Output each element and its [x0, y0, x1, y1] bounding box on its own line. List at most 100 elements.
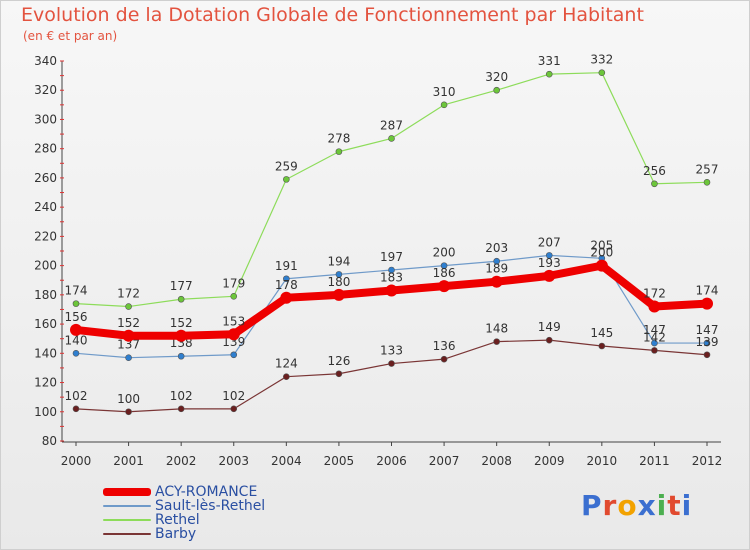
logo-letter: t	[667, 489, 682, 522]
data-point-acy-romance	[280, 291, 293, 304]
data-point-acy-romance	[175, 329, 188, 342]
y-tick-label: 320	[34, 83, 57, 97]
data-label-rethel: 287	[380, 118, 403, 132]
data-label-barby: 124	[275, 357, 298, 371]
data-label-acy-romance: 172	[643, 287, 666, 301]
legend-swatch	[103, 488, 151, 496]
data-point-rethel	[440, 101, 448, 109]
proxiti-logo: Proxiti	[581, 489, 692, 522]
data-point-acy-romance	[227, 328, 240, 341]
data-point-rethel	[598, 69, 606, 76]
data-point-rethel	[230, 293, 238, 300]
x-tick-label: 2007	[429, 454, 460, 468]
y-tick-label: 100	[34, 405, 57, 419]
data-label-barby: 102	[65, 389, 88, 403]
data-label-sault-les-rethel: 140	[65, 333, 88, 347]
data-label-barby: 148	[485, 322, 508, 336]
data-point-acy-romance	[438, 280, 451, 293]
data-label-acy-romance: 189	[485, 262, 508, 276]
data-label-sault-les-rethel: 147	[643, 323, 666, 337]
legend-label: ACY-ROMANCE	[155, 484, 258, 500]
data-label-barby: 145	[590, 326, 613, 340]
logo-letter: i	[681, 489, 693, 522]
y-tick-label: 140	[34, 346, 57, 360]
x-tick-label: 2011	[639, 454, 670, 468]
data-point-rethel	[177, 295, 185, 303]
data-label-acy-romance: 152	[170, 316, 193, 330]
data-label-acy-romance: 186	[433, 266, 456, 280]
data-label-barby: 149	[538, 320, 561, 334]
logo-letter: P	[581, 489, 603, 522]
data-label-barby: 100	[117, 392, 140, 406]
data-point-barby	[335, 370, 343, 378]
data-label-rethel: 331	[538, 54, 561, 68]
legend-label: Sault-lès-Rethel	[155, 498, 266, 514]
y-tick-label: 240	[34, 200, 57, 214]
data-point-sault-les-rethel	[72, 350, 80, 357]
data-label-rethel: 259	[275, 159, 298, 173]
data-label-acy-romance: 153	[222, 314, 245, 328]
data-point-barby	[703, 351, 711, 359]
data-point-sault-les-rethel	[177, 352, 185, 360]
data-label-rethel: 256	[643, 164, 666, 178]
data-point-sault-les-rethel	[440, 262, 448, 269]
data-label-sault-les-rethel: 203	[485, 241, 508, 255]
data-point-sault-les-rethel	[230, 351, 238, 359]
data-label-acy-romance: 178	[275, 278, 298, 292]
legend-swatch	[103, 505, 151, 507]
data-point-sault-les-rethel	[125, 354, 132, 361]
data-label-acy-romance: 174	[696, 284, 719, 298]
x-tick-label: 2003	[218, 454, 249, 468]
legend-label: Rethel	[155, 512, 200, 528]
data-label-acy-romance: 183	[380, 270, 403, 284]
y-tick-label: 200	[34, 259, 57, 273]
data-label-sault-les-rethel: 205	[590, 238, 613, 252]
y-tick-label: 120	[34, 376, 57, 390]
x-tick-label: 2000	[61, 454, 92, 468]
line-chart: 80 100 120 140 160 180 200 220 240 260 280 300 320 34…	[34, 53, 723, 468]
data-point-acy-romance	[385, 284, 398, 297]
data-label-rethel: 174	[65, 284, 88, 298]
data-point-sault-les-rethel	[283, 275, 290, 283]
logo-letter: i	[656, 489, 668, 522]
x-tick-label: 2010	[587, 454, 618, 468]
data-label-sault-les-rethel: 197	[380, 250, 403, 264]
data-label-rethel: 278	[327, 132, 350, 146]
x-tick-label: 2008	[481, 454, 512, 468]
data-label-sault-les-rethel: 194	[327, 254, 350, 268]
data-point-sault-les-rethel	[651, 339, 658, 347]
data-label-acy-romance: 200	[590, 246, 613, 260]
data-point-acy-romance	[490, 275, 503, 288]
legend-label: Barby	[155, 526, 197, 542]
data-label-acy-romance: 152	[117, 316, 140, 330]
data-label-barby: 136	[433, 339, 456, 353]
data-point-acy-romance	[70, 323, 82, 336]
data-point-rethel	[72, 300, 80, 307]
legend-swatch	[103, 533, 151, 535]
y-tick-label: 340	[34, 54, 57, 68]
y-tick-label: 180	[34, 288, 57, 302]
logo-letter: o	[617, 489, 638, 522]
data-point-sault-les-rethel	[335, 271, 343, 278]
data-label-barby: 102	[222, 389, 245, 403]
data-label-acy-romance: 156	[65, 310, 88, 324]
data-label-rethel: 310	[433, 85, 456, 99]
data-point-rethel	[703, 179, 711, 186]
data-label-rethel: 179	[222, 276, 245, 290]
x-tick-label: 2012	[692, 454, 723, 468]
y-tick-label: 260	[34, 171, 57, 185]
y-tick-label: 160	[34, 317, 57, 331]
data-point-barby	[493, 338, 500, 345]
y-tick-label: 280	[34, 142, 57, 156]
data-point-barby	[72, 405, 80, 413]
data-point-rethel	[493, 86, 500, 94]
data-point-barby	[177, 405, 185, 413]
data-label-barby: 133	[380, 344, 403, 358]
data-point-acy-romance	[648, 300, 661, 313]
data-point-acy-romance	[595, 259, 608, 272]
data-point-rethel	[283, 176, 290, 183]
x-tick-label: 2006	[376, 454, 407, 468]
data-label-barby: 102	[170, 389, 193, 403]
y-tick-label: 300	[34, 112, 57, 126]
